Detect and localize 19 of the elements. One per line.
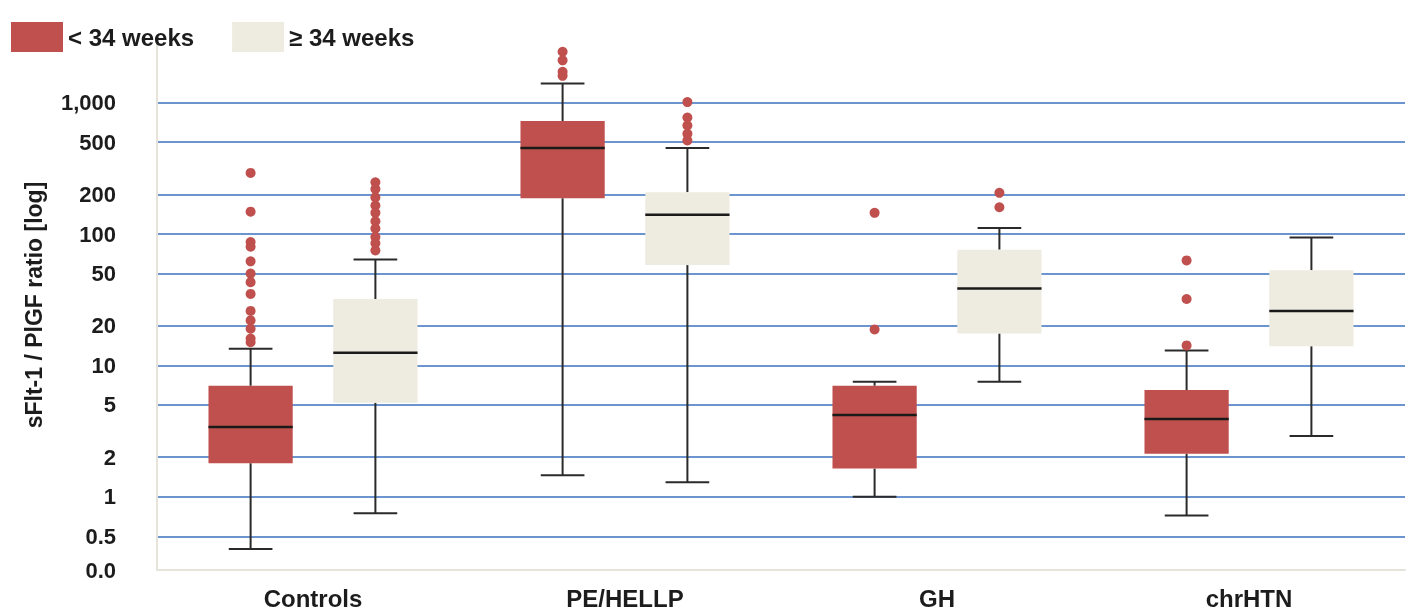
y-tick-label: 5 — [103, 392, 116, 418]
x-tick-label: GH — [919, 584, 955, 612]
y-tick-label: 2 — [103, 444, 116, 470]
y-tick-label: 200 — [79, 181, 116, 207]
y-tick-label: 1 — [103, 484, 116, 510]
y-tick-label: 100 — [79, 221, 116, 247]
legend-label: ≥ 34 weeks — [289, 23, 415, 51]
legend-label: < 34 weeks — [68, 23, 195, 51]
y-tick-label: 10 — [91, 352, 116, 378]
y-tick-label: 0.5 — [85, 523, 116, 549]
y-tick-label: 0.0 — [85, 557, 116, 583]
y-tick-label: 1,000 — [60, 90, 116, 116]
x-tick-label: chrHTN — [1205, 584, 1293, 612]
x-tick-label: PE/HELLP — [566, 584, 684, 612]
y-tick-label: 50 — [91, 261, 116, 287]
y-tick-label: 20 — [91, 313, 116, 339]
y-axis-title: sFlt-1 / PlGF ratio [log] — [20, 181, 47, 429]
x-tick-label: Controls — [263, 584, 363, 612]
y-tick-label: 500 — [79, 129, 116, 155]
